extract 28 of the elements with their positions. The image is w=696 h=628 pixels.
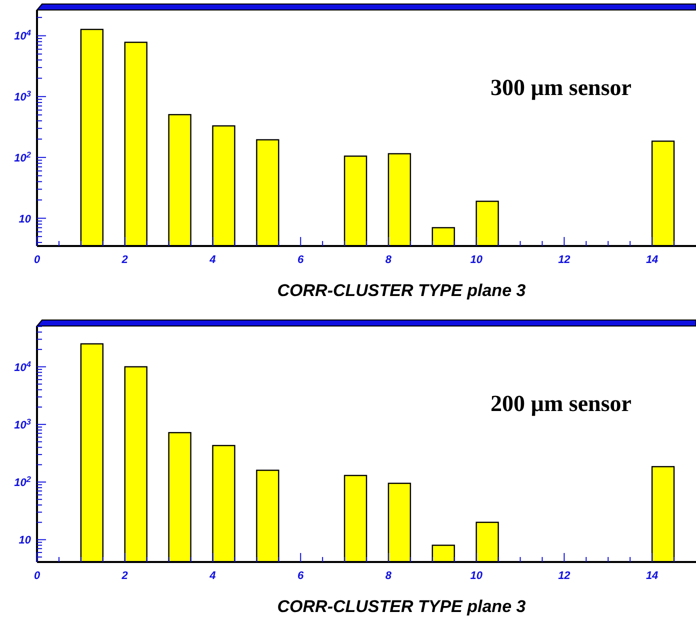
x-tick-label: 4 [208,570,216,582]
y-tick-label: 10 [18,213,32,226]
y-tick-label: 10 [18,534,32,547]
x-tick-label: 6 [298,254,305,266]
x-tick-label: 10 [470,254,484,266]
x-tick-label: 0 [34,254,41,266]
x-tick-label: 4 [208,254,216,266]
y-tick-label: 10$^{2}$ [14,150,32,164]
x-axis-title: CORR-CLUSTER TYPE plane 3 [277,281,526,300]
x-tick-label: 12 [558,254,570,266]
y-tick-label: 10$^{3}$ [14,416,32,432]
x-tick-label: 6 [298,570,305,582]
y-tick-label: 10$^{2}$ [14,474,32,490]
annotation: 300 µm sensor [490,75,632,100]
x-tick-label: 14 [646,570,658,582]
x-tick-label: 8 [385,254,392,266]
x-tick-label: 2 [120,254,128,266]
x-tick-label: 8 [385,570,392,582]
x-tick-label: 10 [470,570,484,582]
y-tick-label: 10$^{4}$ [14,359,32,374]
x-tick-label: 2 [120,570,128,582]
x-tick-label: 0 [34,570,41,582]
y-tick-label: 10$^{4}$ [14,28,32,43]
annotation: 200 µm sensor [490,391,632,416]
y-tick-label: 10$^{3}$ [14,89,32,104]
x-tick-label: 14 [646,254,658,266]
x-tick-label: 12 [558,570,570,582]
x-axis-title: CORR-CLUSTER TYPE plane 3 [277,597,526,616]
